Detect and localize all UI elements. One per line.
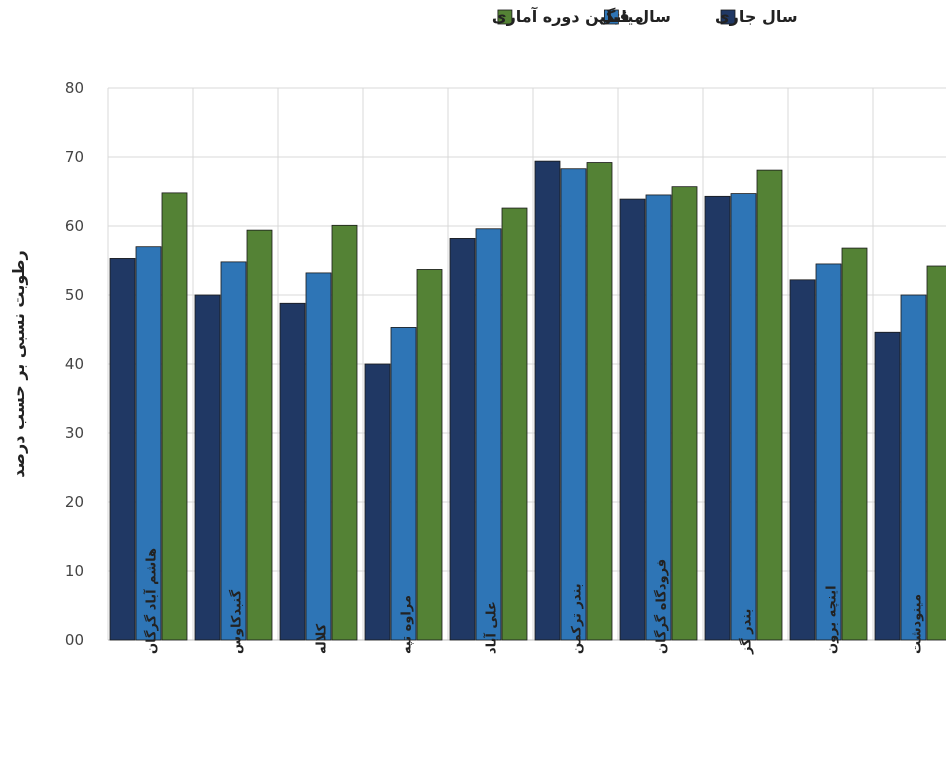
bar [220,261,247,641]
legend-label: میانگین دوره آماری [492,6,644,26]
x-tick-label: گنبدکاوس [229,589,245,654]
bar [501,207,528,641]
bar [841,247,868,641]
bar [560,168,587,641]
y-axis-ticks: 00 10 20 30 40 50 60 70 80 [65,79,84,649]
y-tick-label: 50 [65,286,84,304]
bar [109,258,136,641]
bar [331,224,358,641]
bar [789,279,816,641]
legend-swatch [720,9,736,25]
y-tick-label: 60 [65,217,84,235]
legend-swatch [497,9,513,25]
x-tick-label: بندر گز [739,609,755,655]
legend-label: سال قبل [598,7,670,26]
bar [704,195,731,641]
x-tick-label: اینچه برون [825,585,840,654]
bar [756,169,783,641]
bar [161,192,188,641]
legend-swatch [603,9,619,25]
x-tick-label: فرودگاه گرگان [654,559,670,654]
bar [730,193,757,641]
bar [900,294,927,641]
bar [246,229,273,641]
y-tick-label: 30 [65,424,84,442]
bar [874,331,901,641]
bar [416,269,443,641]
y-axis-title: رطوبت نسبی بر حسب درصد [9,250,28,477]
bar [279,302,306,641]
bar [619,198,646,641]
bar [586,162,613,641]
x-axis-labels: هاشم آباد گرگان گنبدکاوس کلاله مراوه تپه علی… [143,548,925,655]
x-tick-label: مینودشت [910,594,925,654]
x-tick-label: علی آباد [483,601,500,654]
x-tick-label: بندر ترکمن [570,583,585,654]
y-tick-label: 20 [65,493,84,511]
bar [390,327,417,641]
bar [449,238,476,641]
legend-label: سال جاری [715,7,798,26]
bar [534,160,561,641]
bar [645,194,672,641]
bar [194,294,221,641]
x-tick-label: کلاله [315,623,330,654]
bar [671,186,698,641]
x-tick-label: مراوه تپه [400,595,415,654]
bar [926,265,946,641]
bar [135,246,162,641]
bar [815,263,842,641]
y-tick-label: 40 [65,355,84,373]
x-tick-label: هاشم آباد گرگان [143,548,160,654]
bar [305,272,332,641]
y-tick-label: 70 [65,148,84,166]
y-tick-label: 00 [65,631,84,649]
bar [364,363,391,641]
bar [475,228,502,641]
bars [109,160,946,641]
y-tick-label: 10 [65,562,84,580]
y-tick-label: 80 [65,79,84,97]
